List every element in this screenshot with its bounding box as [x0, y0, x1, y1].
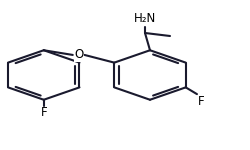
Text: F: F [40, 106, 47, 120]
Text: O: O [74, 48, 84, 62]
Text: H₂N: H₂N [134, 12, 156, 26]
Text: F: F [198, 95, 205, 108]
